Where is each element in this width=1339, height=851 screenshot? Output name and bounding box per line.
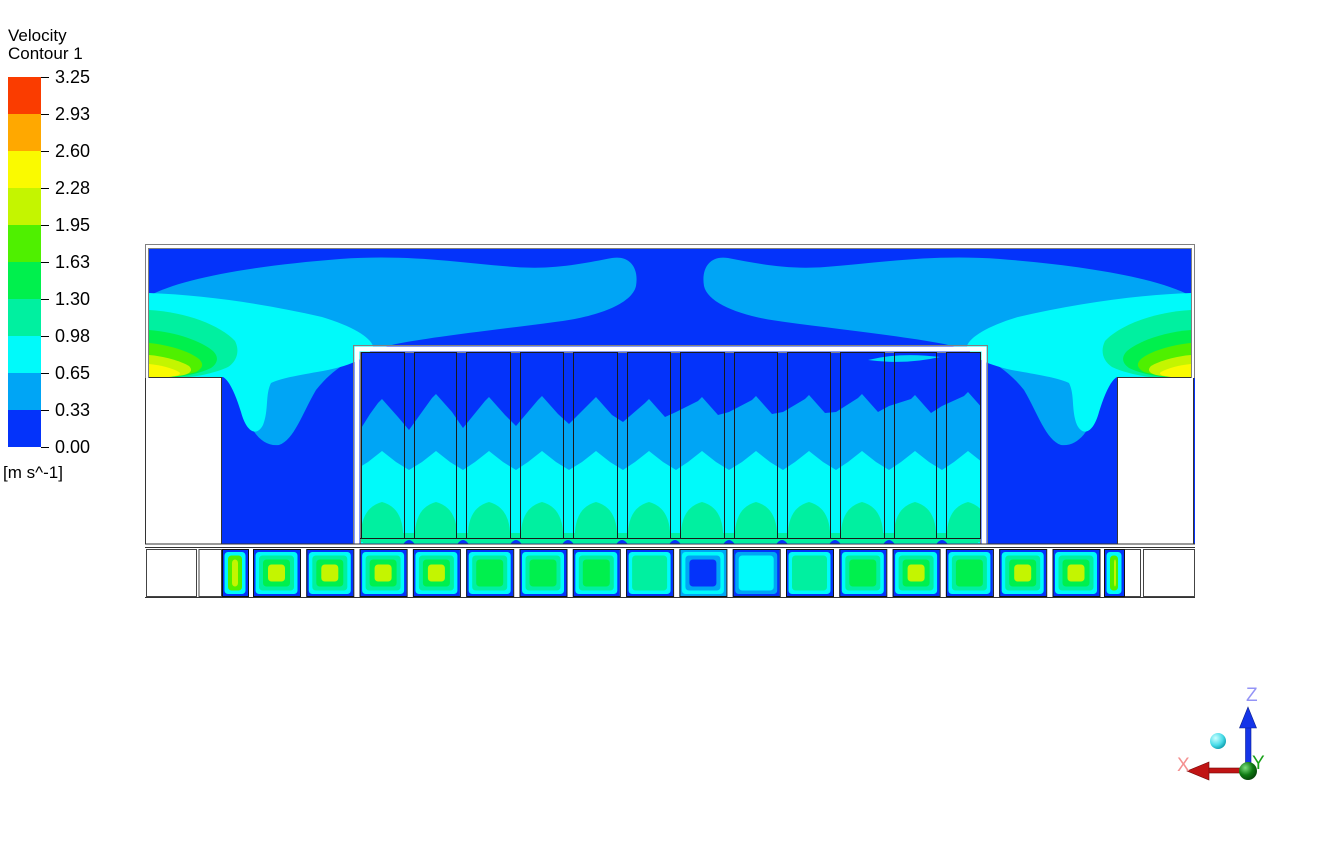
floor-tile bbox=[626, 549, 675, 597]
axis-z-label: Z bbox=[1246, 685, 1258, 706]
enclosure-contours bbox=[360, 352, 981, 546]
floor-tile bbox=[253, 549, 301, 597]
legend-color-cell bbox=[8, 262, 41, 299]
floor-tile bbox=[1104, 549, 1125, 597]
floor-tile bbox=[572, 549, 621, 597]
legend-colorbar bbox=[8, 77, 41, 447]
floor-tile bbox=[999, 549, 1048, 597]
floor-tile bbox=[1052, 549, 1101, 597]
legend-color-cell bbox=[8, 225, 41, 262]
floor-tile bbox=[839, 549, 888, 597]
legend-tick-label: 0.65 bbox=[55, 363, 91, 383]
legend-object-name: Contour 1 bbox=[8, 44, 83, 63]
floor-tile bbox=[466, 549, 515, 597]
floor-tile bbox=[892, 549, 941, 597]
legend-tick-label: 0.98 bbox=[55, 326, 91, 346]
floor-tile bbox=[679, 549, 728, 597]
legend-color-cell bbox=[8, 373, 41, 410]
legend-color-cell bbox=[8, 188, 41, 225]
floor-tile bbox=[222, 549, 249, 597]
floor-tile bbox=[732, 549, 781, 597]
screen-normal-ball bbox=[1210, 733, 1226, 749]
legend-title: Velocity Contour 1 bbox=[8, 27, 83, 63]
axis-triad: YZX bbox=[1177, 685, 1265, 781]
floor-tile bbox=[306, 549, 355, 597]
legend-tick-label: 2.93 bbox=[55, 104, 91, 124]
raised-floor bbox=[145, 543, 1195, 549]
axis-origin-ball bbox=[1239, 762, 1257, 780]
legend-tick-label: 0.33 bbox=[55, 400, 91, 420]
legend-color-cell bbox=[8, 151, 41, 188]
legend-tick-label: 1.95 bbox=[55, 215, 91, 235]
floor-tile bbox=[519, 549, 568, 597]
legend-tick-label: 2.28 bbox=[55, 178, 91, 198]
legend-tick-mark bbox=[41, 77, 49, 78]
legend-tick-mark bbox=[41, 114, 49, 115]
floor-tile bbox=[412, 549, 461, 597]
domain-border bbox=[145, 244, 1195, 378]
legend-tick-mark bbox=[41, 336, 49, 337]
floor-tile bbox=[945, 549, 994, 597]
floor-tile bbox=[359, 549, 408, 597]
legend-units: [m s^-1] bbox=[3, 463, 63, 482]
legend-tick-label: 3.25 bbox=[55, 67, 91, 87]
legend-variable: Velocity bbox=[8, 26, 67, 45]
plenum-end-box bbox=[198, 549, 222, 597]
legend-tick-label: 1.63 bbox=[55, 252, 91, 272]
legend-tick-label: 1.30 bbox=[55, 289, 91, 309]
legend-tick-mark bbox=[41, 447, 49, 448]
legend-tick-mark bbox=[41, 262, 49, 263]
legend-color-cell bbox=[8, 336, 41, 373]
rack-outlines bbox=[360, 352, 981, 539]
legend-tick-label: 0.00 bbox=[55, 437, 91, 457]
legend-tick-label: 2.60 bbox=[55, 141, 91, 161]
plenum-end-box bbox=[146, 549, 197, 597]
floor-tile-row bbox=[145, 548, 1195, 598]
legend-color-cell bbox=[8, 77, 41, 114]
right-jet-contours bbox=[703, 257, 1191, 446]
legend-tick-mark bbox=[41, 225, 49, 226]
legend-tick-mark bbox=[41, 299, 49, 300]
legend-tick-mark bbox=[41, 373, 49, 374]
legend-color-cell bbox=[8, 299, 41, 336]
plenum-end-box bbox=[1143, 549, 1195, 597]
axis-x-label: X bbox=[1177, 755, 1190, 776]
legend-color-cell bbox=[8, 114, 41, 151]
floor-tile bbox=[786, 549, 834, 597]
legend-color-cell bbox=[8, 410, 41, 447]
legend-tick-mark bbox=[41, 151, 49, 152]
left-jet-contours bbox=[149, 257, 637, 446]
legend-tick-mark bbox=[41, 188, 49, 189]
left-unit-cutout bbox=[145, 377, 222, 546]
legend-tick-mark bbox=[41, 410, 49, 411]
right-unit-cutout bbox=[1117, 377, 1194, 546]
